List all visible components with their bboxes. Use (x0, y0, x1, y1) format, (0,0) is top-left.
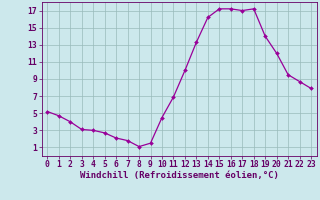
X-axis label: Windchill (Refroidissement éolien,°C): Windchill (Refroidissement éolien,°C) (80, 171, 279, 180)
